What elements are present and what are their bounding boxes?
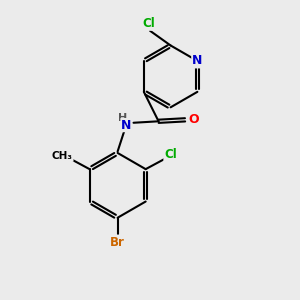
Text: N: N xyxy=(121,118,131,132)
Text: Cl: Cl xyxy=(142,17,155,30)
Text: H: H xyxy=(118,113,127,123)
Text: N: N xyxy=(192,54,203,68)
Text: Cl: Cl xyxy=(164,148,177,161)
Text: CH₃: CH₃ xyxy=(52,151,73,161)
Text: O: O xyxy=(188,113,199,126)
Text: Br: Br xyxy=(110,236,125,249)
